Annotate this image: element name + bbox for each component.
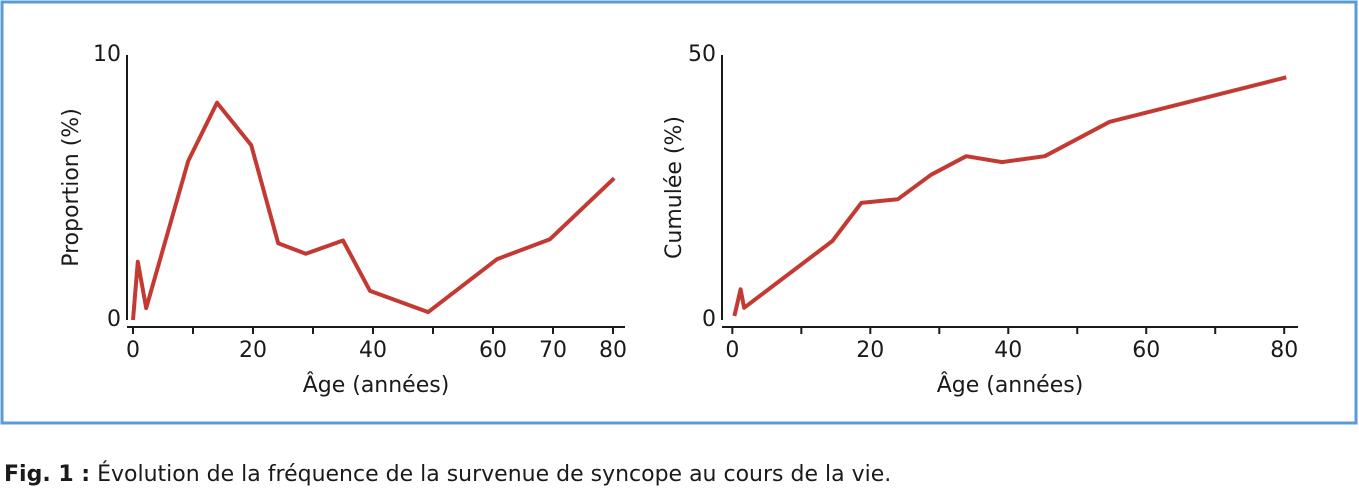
x-tick-label: 80 (1270, 338, 1298, 363)
x-tick-label: 0 (725, 338, 739, 363)
y-tick-label: 50 (688, 42, 716, 67)
x-tick-label: 80 (599, 338, 627, 363)
caption-label: Fig. 1 : (4, 462, 91, 487)
frame (0, 0, 1358, 425)
y-axis-title: Cumulée (%) (662, 116, 687, 259)
x-axis-title: Âge (années) (937, 372, 1084, 398)
y-axis-title: Proportion (%) (59, 108, 84, 267)
x-tick-label: 60 (1132, 338, 1160, 363)
x-axis-title: Âge (années) (303, 372, 450, 398)
caption: Fig. 1 : Évolution de la fréquence de la… (4, 462, 891, 487)
figure: 0 10 0 20 40 60 70 80 Âge (années) Proportion (%)… (0, 0, 1358, 425)
y-tick-label: 0 (702, 307, 716, 332)
y-tick-label: 0 (107, 307, 121, 332)
x-tick-label: 70 (539, 338, 567, 363)
y-tick-label: 10 (93, 42, 121, 67)
x-tick-label: 40 (994, 338, 1022, 363)
caption-text: Évolution de la fréquence de la survenue… (97, 462, 892, 487)
x-tick-label: 20 (856, 338, 884, 363)
x-tick-label: 0 (126, 338, 140, 363)
line (131, 100, 616, 321)
x-tick-label: 40 (359, 338, 387, 363)
x-tick-label: 20 (239, 338, 267, 363)
x-tick-label: 60 (479, 338, 507, 363)
line (732, 75, 1287, 317)
